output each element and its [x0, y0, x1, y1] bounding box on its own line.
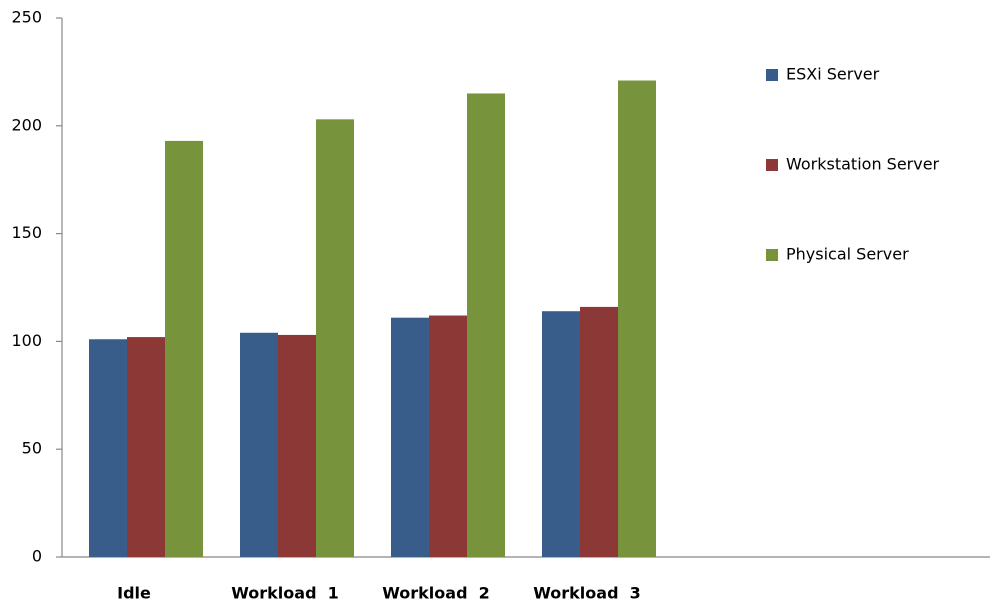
- bar: [618, 80, 656, 558]
- y-tick-label: 50: [22, 439, 42, 458]
- bar: [467, 93, 505, 558]
- bar: [127, 337, 165, 557]
- y-tick-label: 250: [11, 8, 42, 27]
- x-tick-label: Workload 2: [382, 584, 490, 603]
- x-tick-label: Idle: [117, 584, 151, 603]
- bar: [165, 140, 203, 557]
- bar: [391, 317, 429, 557]
- bar: [429, 315, 467, 557]
- y-tick-label: 150: [11, 223, 42, 242]
- y-tick-label: 200: [11, 115, 42, 134]
- bar: [580, 306, 618, 557]
- legend-swatch: [766, 159, 778, 171]
- bar: [542, 311, 580, 557]
- bar: [89, 339, 127, 557]
- bar: [240, 332, 278, 557]
- legend-label: Physical Server: [786, 245, 909, 264]
- x-tick-label: Workload 3: [533, 584, 641, 603]
- legend-swatch: [766, 69, 778, 81]
- bar: [278, 334, 316, 557]
- y-tick-label: 0: [32, 547, 42, 566]
- legend-label: ESXi Server: [786, 65, 880, 84]
- legend-label: Workstation Server: [786, 155, 940, 174]
- y-tick-label: 100: [11, 331, 42, 350]
- bar: [316, 119, 354, 557]
- legend-swatch: [766, 249, 778, 261]
- x-tick-label: Workload 1: [231, 584, 339, 603]
